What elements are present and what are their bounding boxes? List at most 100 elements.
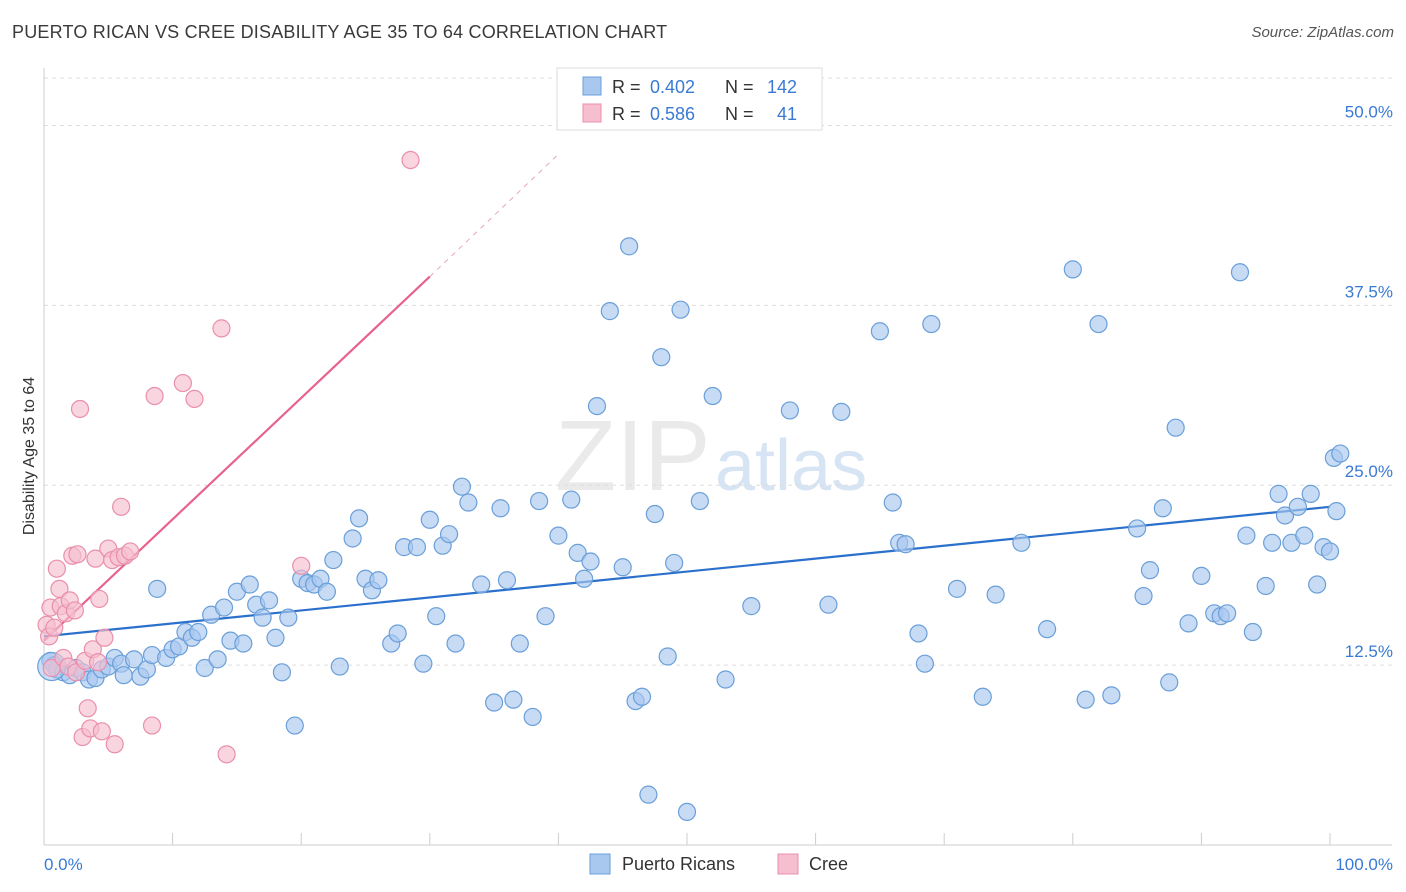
cree-point-31 [112, 497, 131, 516]
puerto-rican-point-13 [114, 666, 133, 685]
puerto-rican-point-78 [600, 302, 619, 321]
legend-swatch-blue [582, 76, 602, 96]
legend-n-value-1: 142 [767, 77, 797, 97]
puerto-rican-point-64 [472, 575, 491, 594]
cree-point-39 [217, 745, 236, 764]
cree-point-15 [68, 545, 87, 564]
puerto-rican-point-129 [1275, 506, 1295, 525]
puerto-rican-point-104 [973, 687, 992, 706]
y-tick-label-0: 12.5% [1345, 642, 1393, 661]
puerto-rican-point-114 [1140, 561, 1160, 580]
puerto-rican-point-39 [285, 716, 304, 735]
puerto-rican-point-44 [317, 582, 337, 601]
puerto-rican-point-53 [388, 624, 407, 643]
cree-point-24 [90, 589, 109, 609]
puerto-rican-point-38 [279, 608, 298, 627]
axes [43, 68, 1392, 846]
puerto-rican-point-37 [272, 663, 292, 682]
y-axis-label: Disability Age 35 to 64 [21, 377, 38, 535]
watermark-atlas: atlas [715, 426, 867, 506]
puerto-rican-point-75 [575, 569, 594, 588]
puerto-rican-point-14 [124, 650, 144, 669]
puerto-rican-point-82 [632, 687, 652, 706]
puerto-rican-point-117 [1166, 418, 1185, 437]
cree-trend-extension [429, 153, 559, 277]
puerto-rican-point-18 [148, 579, 167, 598]
cree-point-23 [88, 653, 108, 672]
puerto-rican-point-62 [452, 477, 472, 496]
puerto-rican-point-131 [1288, 497, 1307, 516]
cree-point-37 [185, 389, 204, 409]
puerto-rican-point-73 [562, 490, 581, 509]
puerto-rican-point-79 [613, 558, 632, 577]
legend-r-label-1: R = [612, 77, 641, 97]
puerto-rican-point-112 [1127, 519, 1147, 538]
puerto-rican-point-27 [208, 650, 227, 669]
puerto-rican-point-69 [523, 707, 542, 727]
cree-point-36 [173, 373, 192, 393]
puerto-rican-point-88 [677, 802, 697, 822]
bottom-legend-swatch-blue [589, 853, 611, 875]
puerto-rican-point-67 [497, 571, 517, 590]
puerto-rican-point-134 [1308, 575, 1327, 594]
puerto-rican-point-58 [427, 607, 446, 626]
puerto-rican-point-34 [253, 608, 272, 627]
puerto-rican-point-107 [1037, 620, 1057, 639]
puerto-rican-point-92 [742, 597, 761, 616]
puerto-rican-point-103 [947, 579, 967, 598]
puerto-rican-point-55 [407, 538, 427, 557]
puerto-rican-point-119 [1192, 566, 1211, 586]
cree-point-26 [95, 628, 114, 647]
puerto-rican-point-139 [1327, 502, 1346, 521]
cree-point-19 [78, 699, 97, 718]
puerto-rican-point-140 [504, 690, 523, 709]
puerto-rican-point-122 [1218, 604, 1237, 623]
puerto-rican-point-105 [986, 585, 1005, 604]
puerto-rican-point-99 [896, 535, 915, 554]
puerto-rican-point-115 [1153, 499, 1172, 518]
puerto-rican-point-108 [1063, 260, 1082, 279]
puerto-rican-point-96 [870, 322, 890, 341]
cree-point-38 [212, 319, 231, 338]
puerto-rican-point-56 [414, 654, 433, 673]
puerto-rican-point-86 [658, 647, 677, 666]
puerto-rican-point-95 [832, 402, 851, 421]
source-credit: Source: ZipAtlas.com [1251, 24, 1394, 41]
puerto-rican-point-51 [369, 571, 388, 590]
puerto-rican-point-32 [240, 575, 259, 594]
puerto-rican-point-35 [259, 591, 279, 610]
puerto-rican-point-89 [690, 491, 709, 511]
trend-lines [43, 153, 1331, 642]
legend-r-label-2: R = [612, 104, 641, 124]
puerto-rican-point-109 [1076, 690, 1095, 709]
puerto-rican-point-63 [459, 493, 478, 512]
puerto-rican-point-65 [485, 693, 504, 712]
puerto-rican-point-36 [266, 628, 285, 647]
puerto-rican-point-85 [652, 348, 671, 367]
puerto-rican-point-72 [549, 526, 568, 545]
puerto-rican-point-31 [234, 634, 253, 653]
puerto-rican-point-60 [439, 525, 459, 544]
puerto-rican-point-93 [780, 401, 799, 420]
x-tick-label-max: 100.0% [1335, 855, 1393, 874]
cree-point-33 [121, 542, 140, 561]
puerto-rican-point-123 [1230, 263, 1250, 282]
puerto-rican-point-127 [1263, 533, 1282, 552]
bottom-legend-swatch-pink [777, 853, 799, 875]
puerto-rican-point-118 [1179, 614, 1198, 633]
puerto-rican-point-45 [324, 550, 343, 570]
puerto-rican-point-68 [510, 634, 529, 653]
puerto-rican-point-24 [189, 622, 208, 642]
puerto-rican-point-111 [1102, 686, 1121, 705]
puerto-rican-point-138 [1331, 444, 1350, 463]
puerto-rican-point-76 [581, 552, 600, 571]
puerto-rican-point-80 [620, 237, 639, 256]
x-tick-label-min: 0.0% [44, 855, 83, 874]
cree-point-16 [70, 399, 90, 419]
puerto-rican-point-106 [1012, 533, 1031, 552]
puerto-rican-point-132 [1295, 526, 1314, 545]
cree-point-13 [65, 601, 84, 620]
puerto-rican-point-66 [491, 499, 510, 518]
puerto-rican-point-61 [446, 634, 465, 653]
